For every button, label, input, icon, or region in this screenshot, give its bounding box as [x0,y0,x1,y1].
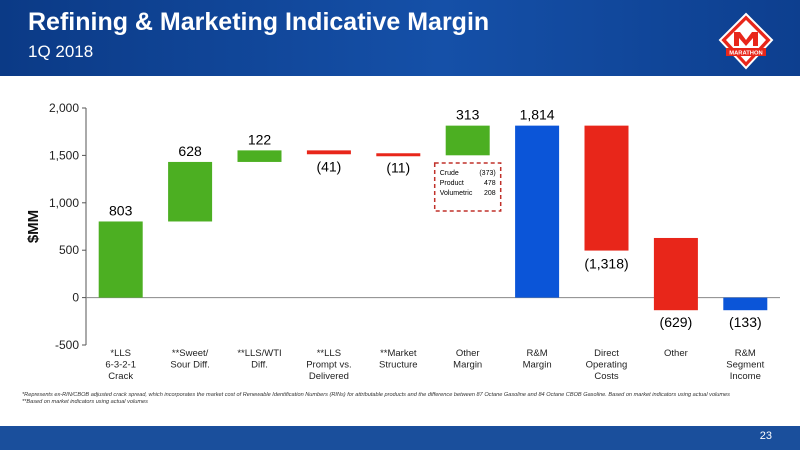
page-number: 23 [759,430,772,442]
y-tick-label: 1,500 [49,148,79,162]
logo-text: MARATHON [729,51,762,57]
category-label: Margin [453,360,482,371]
category-label: **Sweet/ [172,348,209,359]
category-label: Prompt vs. [306,360,351,371]
category-label: Income [730,371,761,382]
callout-row-name: Crude [440,170,459,177]
data-label: (11) [386,159,410,175]
footnote-2: **Based on market indicators using actua… [22,399,148,405]
callout-row-value: 478 [484,180,496,187]
bar [376,153,421,157]
category-label: Costs [594,371,619,382]
data-label: (133) [729,314,762,330]
waterfall-chart: -500 0 500 1,000 1,500 2,000 $MM 803 *LLS6-3-2-1… [25,101,780,382]
category-label: Delivered [309,371,349,382]
data-label: 122 [248,131,272,147]
y-tick-label: 2,000 [49,101,79,115]
y-tick-label: -500 [55,338,79,352]
category-label: Other [664,348,688,359]
slide-subtitle: 1Q 2018 [28,42,94,61]
bar [584,125,629,251]
bar [515,125,560,298]
bar [445,125,490,156]
y-tick-label: 500 [59,243,79,257]
bar [237,150,282,162]
category-label: Margin [523,360,552,371]
category-label: *LLS [110,348,131,359]
callout-row-name: Volumetric [440,190,473,197]
bar [653,237,698,311]
category-label: Segment [726,360,764,371]
category-label: Other [456,348,480,359]
data-label: (41) [316,158,341,174]
bar [306,150,351,155]
y-tick-label: 0 [72,291,79,305]
category-label: Operating [586,360,628,371]
bar [168,161,213,222]
data-label: (629) [660,314,693,330]
data-label: 1,814 [520,107,555,123]
footnote-1: *Represents ex-RIN/CBOB adjusted crack s… [22,392,730,398]
category-label: Structure [379,360,418,371]
category-label: Direct [594,348,619,359]
callout-row-name: Product [440,180,464,187]
data-label: 803 [109,202,133,218]
category-label: Sour Diff. [170,360,209,371]
callout-row-value: (373) [479,170,495,177]
data-label: 628 [178,143,202,159]
category-label: Crack [108,371,133,382]
callout-row-value: 208 [484,190,496,197]
slide-header: Refining & Marketing Indicative Margin 1… [0,0,800,76]
bar [98,221,143,298]
y-tick-label: 1,000 [49,196,79,210]
category-label: R&M [735,348,756,359]
breakdown-callout-box [433,162,502,212]
category-label: R&M [527,348,548,359]
slide-title: Refining & Marketing Indicative Margin [28,8,490,36]
data-label: 313 [456,107,480,123]
slide-footer: 23 [0,426,800,450]
footnotes: *Represents ex-RIN/CBOB adjusted crack s… [22,392,782,406]
category-label: **Market [380,348,417,359]
category-label: Diff. [251,360,268,371]
category-label: **LLS/WTI [237,348,281,359]
category-label: 6-3-2-1 [105,360,136,371]
marathon-logo: MARATHON [718,12,774,70]
data-label: (1,318) [584,256,628,272]
category-label: **LLS [317,348,341,359]
y-axis-title: $MM [25,210,42,243]
bar [723,297,768,311]
